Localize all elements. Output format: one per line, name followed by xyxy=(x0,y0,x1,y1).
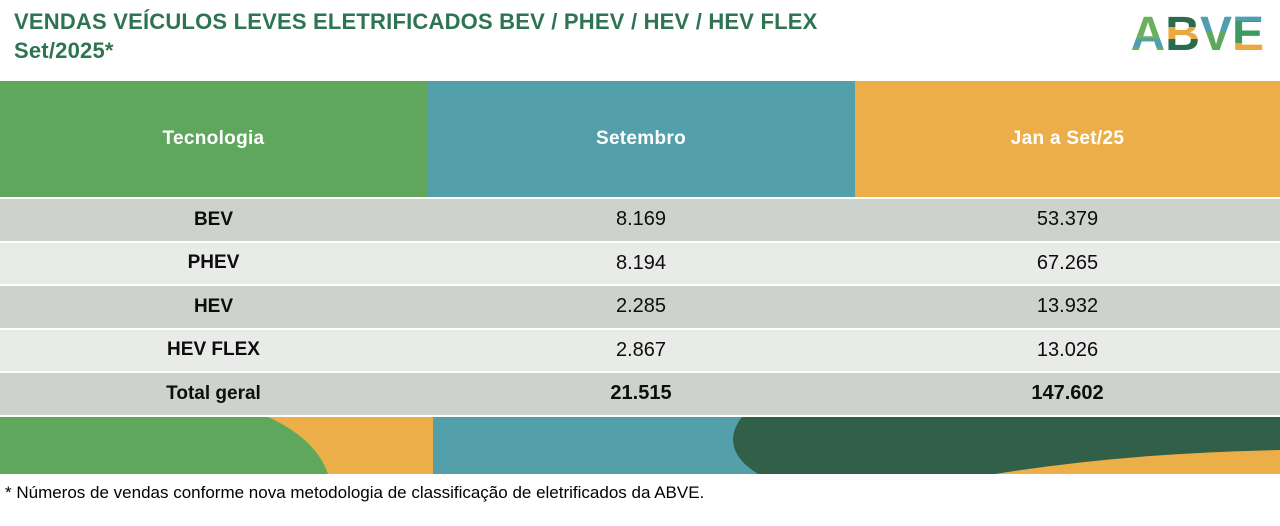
table-row-bev: BEV 8.169 53.379 xyxy=(0,199,1280,241)
decorative-band xyxy=(0,416,1280,474)
title-block: VENDAS VEÍCULOS LEVES ELETRIFICADOS BEV … xyxy=(14,8,818,65)
table-row-phev: PHEV 8.194 67.265 xyxy=(0,242,1280,284)
setembro-value: 8.169 xyxy=(615,208,667,231)
jan-a-set-value: 13.026 xyxy=(1036,338,1099,361)
row-label: HEV xyxy=(193,295,234,317)
page-subtitle: Set/2025* xyxy=(14,37,114,63)
table-row-hev: HEV 2.285 13.932 xyxy=(0,286,1280,328)
jan-a-set-value: 67.265 xyxy=(1036,251,1099,274)
setembro-value: 2.867 xyxy=(615,338,667,361)
table-row-total: Total geral 21.515 147.602 xyxy=(0,373,1280,415)
column-header-jan-a-set: Jan a Set/25 xyxy=(855,81,1280,197)
table-header: Tecnologia Setembro Jan a Set/25 xyxy=(0,81,1280,197)
logo-letter-v: V xyxy=(1200,10,1232,60)
page-title: VENDAS VEÍCULOS LEVES ELETRIFICADOS BEV … xyxy=(14,9,818,34)
decorative-band-graphic xyxy=(0,416,1280,474)
setembro-value: 2.285 xyxy=(615,295,667,318)
column-header-setembro: Setembro xyxy=(427,81,855,197)
table-body: BEV 8.169 53.379 PHEV 8.194 67.265 HEV 2… xyxy=(0,199,1280,415)
jan-a-set-value: 147.602 xyxy=(1031,382,1104,405)
row-label: PHEV xyxy=(187,252,240,274)
logo-letter-e: E xyxy=(1232,10,1264,60)
table-row-hev-flex: HEV FLEX 2.867 13.026 xyxy=(0,329,1280,371)
column-header-tecnologia: Tecnologia xyxy=(0,81,427,197)
logo-letter-a: A xyxy=(1131,10,1166,60)
row-label: HEV FLEX xyxy=(167,339,260,361)
jan-a-set-value: 53.379 xyxy=(1036,208,1099,231)
logo-letter-b: B xyxy=(1165,10,1200,60)
setembro-value: 8.194 xyxy=(615,251,667,274)
footnote: * Números de vendas conforme nova metodo… xyxy=(5,482,705,502)
row-label: Total geral xyxy=(166,382,261,404)
row-label: BEV xyxy=(193,208,234,230)
title-bar: VENDAS VEÍCULOS LEVES ELETRIFICADOS BEV … xyxy=(0,0,1280,81)
setembro-value: 21.515 xyxy=(610,382,672,405)
jan-a-set-value: 13.932 xyxy=(1036,295,1099,318)
